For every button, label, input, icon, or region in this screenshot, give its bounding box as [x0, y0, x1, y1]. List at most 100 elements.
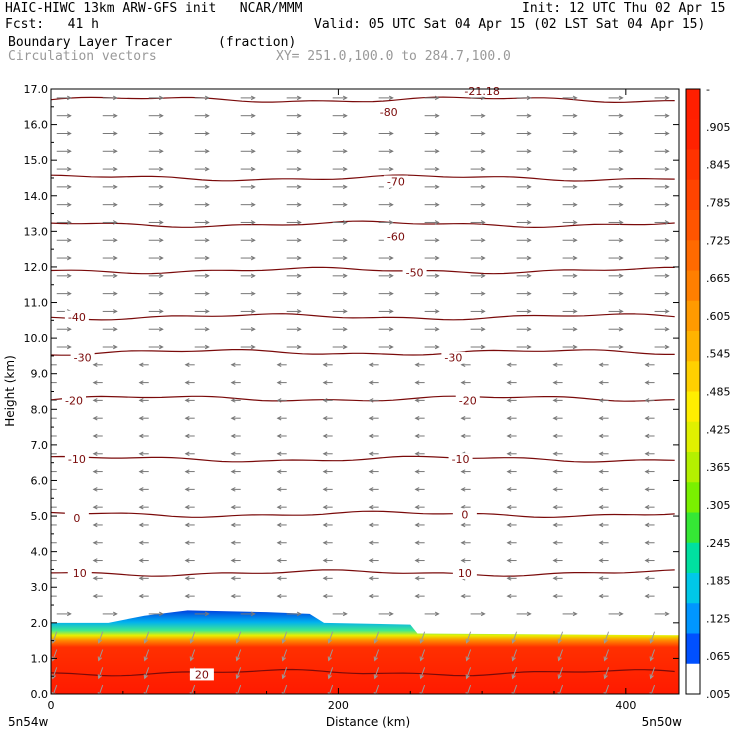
wind-vector: [516, 184, 532, 190]
y-tick-label: 0.0: [31, 688, 49, 701]
wind-vector: [460, 593, 471, 599]
wind-vector: [240, 202, 256, 207]
field-units: (fraction): [218, 35, 297, 50]
wind-vector: [51, 362, 57, 368]
y-tick-label: 5.0: [31, 510, 49, 523]
wind-vector: [51, 433, 57, 439]
colorbar-swatch: [686, 179, 700, 211]
wind-vector: [102, 273, 118, 279]
wind-vector: [327, 649, 334, 662]
wind-vector: [516, 149, 532, 154]
wind-vector: [644, 522, 655, 528]
wind-vector: [414, 487, 425, 492]
wind-vector: [240, 273, 256, 279]
wind-vector: [649, 631, 656, 644]
wind-vector: [143, 684, 150, 694]
wind-vector: [184, 469, 195, 474]
wind-vector: [148, 166, 164, 172]
colorbar-swatch: [686, 240, 700, 271]
wind-vector: [644, 487, 655, 492]
wind-vector: [470, 202, 486, 207]
wind-vector: [102, 131, 118, 136]
wind-vector: [608, 113, 624, 118]
wind-vector: [240, 95, 256, 101]
colorbar: - .905 .845 .785 .725 .665 .605 .545 .485 .425 .36…: [685, 83, 731, 701]
wind-vector: [322, 398, 333, 403]
colorbar-swatch: [686, 361, 700, 392]
wind-vector: [332, 326, 348, 332]
wind-vector: [327, 684, 334, 694]
wind-vector: [608, 309, 624, 314]
wind-vector: [184, 415, 195, 421]
wind-vector: [56, 291, 72, 296]
colorbar-label: .845: [706, 159, 731, 172]
wind-vector: [56, 95, 72, 101]
wind-vector: [598, 522, 609, 528]
y-tick-label: 1.0: [31, 652, 49, 665]
wind-vector: [51, 451, 57, 457]
wind-vector: [603, 631, 610, 644]
wind-vector: [516, 255, 532, 261]
isotherm: [51, 395, 675, 402]
wind-vector: [332, 309, 348, 314]
wind-vector: [516, 95, 532, 101]
wind-vector: [189, 649, 196, 662]
wind-vector: [276, 487, 287, 492]
svg-text:10: 10: [73, 567, 87, 580]
wind-vector: [184, 398, 195, 403]
wind-vector: [644, 593, 655, 599]
wind-vector: [148, 309, 164, 314]
wind-vector: [552, 540, 563, 546]
colorbar-label: .065: [706, 650, 731, 663]
wind-vector: [516, 309, 532, 314]
wind-vector: [332, 291, 348, 296]
svg-text:10: 10: [458, 567, 472, 580]
isotherm: [51, 569, 675, 577]
wind-vector: [378, 611, 394, 617]
svg-text:0: 0: [73, 512, 80, 525]
wind-vector: [414, 380, 425, 385]
wind-vector: [465, 684, 472, 694]
wind-vector: [608, 255, 624, 261]
wind-vector: [557, 631, 564, 644]
wind-vector: [644, 380, 655, 385]
wind-vector: [332, 131, 348, 136]
wind-vector: [516, 237, 532, 243]
wind-vector: [552, 593, 563, 599]
colorbar-label: .485: [706, 386, 731, 399]
colorbar-label: .125: [706, 612, 731, 625]
wind-vector: [465, 667, 472, 680]
wind-vector: [506, 451, 517, 457]
wind-vector: [516, 273, 532, 279]
wind-vector: [286, 95, 302, 101]
wind-vector: [51, 684, 58, 694]
wind-vector: [276, 593, 287, 599]
wind-vector: [470, 273, 486, 279]
wind-vector: [148, 113, 164, 118]
wind-vector: [194, 220, 210, 225]
wind-vector: [654, 95, 670, 101]
wind-vector: [230, 522, 241, 528]
wind-vector: [506, 398, 517, 403]
temperature-contours: [51, 96, 675, 677]
wind-vector: [56, 149, 72, 154]
isotherm-label: -40: [64, 310, 89, 324]
wind-vector: [148, 326, 164, 332]
isotherm: [51, 96, 675, 104]
wind-vector: [414, 576, 425, 581]
wind-vector: [368, 487, 379, 492]
wind-vector: [332, 202, 348, 207]
wind-vector: [654, 184, 670, 190]
wind-vector: [230, 380, 241, 385]
wind-vector: [138, 380, 149, 385]
isotherm: [51, 455, 675, 463]
x-axis-label: Distance (km): [326, 715, 410, 729]
y-tick-label: 6.0: [31, 474, 49, 487]
colorbar-label: .725: [706, 234, 731, 247]
wind-vector: [148, 149, 164, 154]
wind-vector: [51, 576, 57, 581]
wind-vector: [644, 469, 655, 474]
svg-text:-30: -30: [444, 352, 462, 365]
wind-vector: [511, 649, 518, 662]
wind-vector: [230, 504, 241, 510]
